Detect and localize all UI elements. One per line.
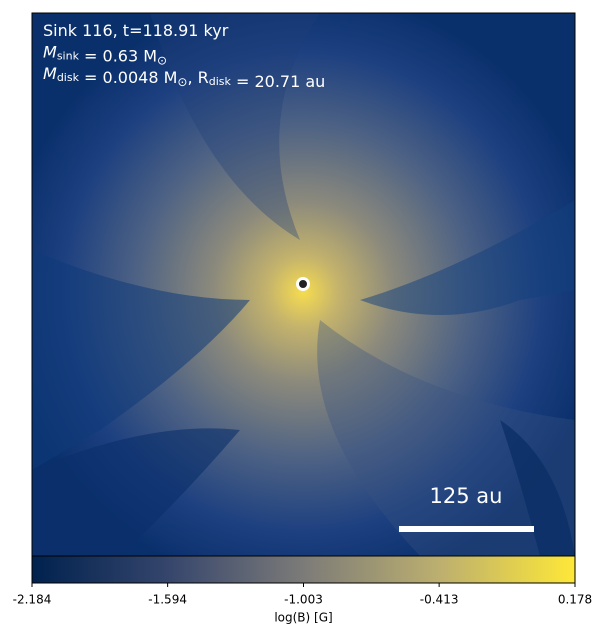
annotation-text: , R bbox=[187, 68, 208, 87]
x-tick-label: 0.178 bbox=[558, 593, 592, 607]
annotation-subscript: sink bbox=[57, 50, 80, 63]
annotation-line: Sink 116, t=118.91 kyr bbox=[43, 21, 229, 40]
annotation-line: Msink = 0.63 M⊙ bbox=[43, 42, 167, 67]
colorbar-label: log(B) [G] bbox=[274, 611, 332, 625]
x-tick-label: -1.594 bbox=[148, 593, 187, 607]
annotation-text: ⊙ bbox=[177, 75, 187, 89]
field-image bbox=[32, 13, 575, 556]
annotation-text: M bbox=[43, 42, 57, 61]
annotation-text: M bbox=[43, 64, 57, 83]
colorbar bbox=[31, 555, 576, 584]
sink-marker bbox=[296, 277, 310, 291]
annotation-line: Mdisk = 0.0048 M⊙, Rdisk = 20.71 au bbox=[43, 64, 325, 91]
scale-bar-label: 125 au bbox=[430, 484, 503, 508]
annotation-subscript: disk bbox=[209, 75, 232, 88]
annotation-text: = 20.71 au bbox=[231, 72, 325, 91]
scale-bar bbox=[399, 526, 534, 532]
annotation-text: ⊙ bbox=[157, 53, 167, 67]
annotation-text: = 0.63 M bbox=[79, 46, 157, 65]
annotation-subscript: disk bbox=[57, 71, 80, 84]
annotation-text: = 0.0048 M bbox=[79, 68, 177, 87]
x-tick-label: -0.413 bbox=[420, 593, 459, 607]
x-tick-label: -2.184 bbox=[13, 593, 52, 607]
annotation-text: Sink 116, t=118.91 kyr bbox=[43, 21, 229, 40]
x-tick-label: -1.003 bbox=[284, 593, 323, 607]
